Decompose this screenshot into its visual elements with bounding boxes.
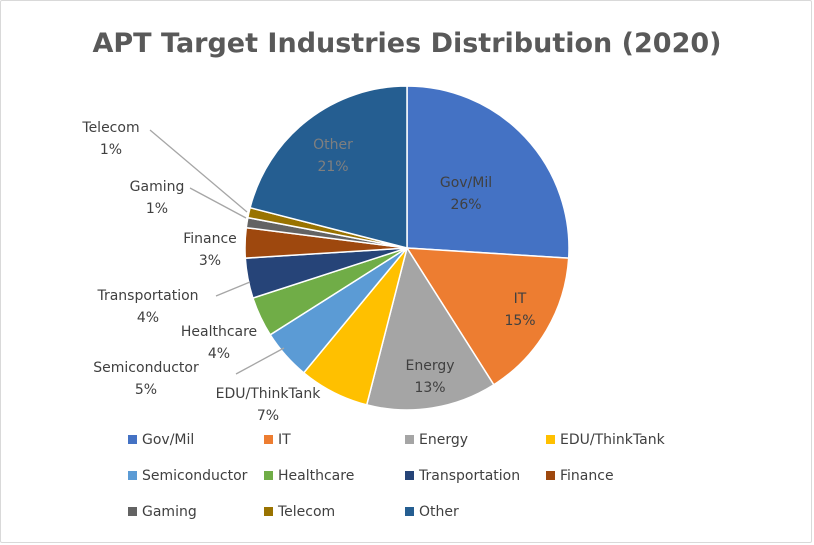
legend-swatch-transportation — [405, 471, 414, 480]
leader-line-gaming — [189, 187, 247, 219]
data-label-telecom: Telecom 1% — [81, 120, 139, 158]
legend-label-edu-thinktank: EDU/ThinkTank — [560, 432, 666, 448]
data-label-category: Healthcare — [181, 324, 257, 340]
legend-swatch-energy — [405, 435, 414, 444]
data-label-category: Finance — [183, 231, 237, 247]
data-label-category: Semiconductor — [93, 360, 199, 376]
data-label-value: 26% — [450, 197, 481, 213]
data-label-category: Energy — [405, 358, 454, 374]
slice-gov-mil — [406, 85, 570, 259]
legend-label-gov-mil: Gov/Mil — [142, 432, 194, 448]
data-label-gov-mil: Gov/Mil 26% — [440, 175, 492, 213]
data-label-category: Other — [313, 137, 353, 153]
legend-swatch-edu-thinktank — [546, 435, 555, 444]
data-label-value: 3% — [199, 253, 221, 269]
legend-label-gaming: Gaming — [142, 504, 197, 520]
legend-label-finance: Finance — [560, 468, 614, 484]
data-label-finance: Finance 3% — [183, 231, 237, 269]
slice-other — [249, 85, 408, 249]
data-label-value: 15% — [504, 313, 535, 329]
legend-swatch-healthcare — [264, 471, 273, 480]
slice-energy — [365, 246, 495, 411]
data-label-gaming: Gaming 1% — [130, 179, 185, 217]
data-label-category: Gaming — [130, 179, 185, 195]
data-label-transportation: Transportation 4% — [96, 288, 198, 326]
pie-slices — [244, 85, 570, 411]
legend-label-it: IT — [278, 432, 291, 448]
leader-line-transportation — [215, 281, 251, 297]
legend-label-other: Other — [419, 504, 459, 520]
slice-it — [405, 247, 570, 386]
legend-label-transportation: Transportation — [418, 468, 520, 484]
legend-swatch-gov-mil — [128, 435, 137, 444]
legend-label-healthcare: Healthcare — [278, 468, 354, 484]
data-label-value: 7% — [257, 408, 279, 424]
data-label-category: IT — [514, 291, 527, 307]
leader-line-semiconductor — [235, 347, 285, 375]
data-label-value: 13% — [414, 380, 445, 396]
data-label-value: 4% — [137, 310, 159, 326]
data-label-value: 5% — [135, 382, 157, 398]
data-label-value: 1% — [146, 201, 168, 217]
legend-swatch-telecom — [264, 507, 273, 516]
legend-swatch-gaming — [128, 507, 137, 516]
data-label-value: 21% — [317, 159, 348, 175]
legend-swatch-it — [264, 435, 273, 444]
legend: Gov/Mil IT Energy EDU/ThinkTank Semiconducto… — [128, 432, 666, 520]
data-label-healthcare: Healthcare 4% — [181, 324, 257, 362]
leader-lines — [149, 129, 285, 375]
legend-swatch-other — [405, 507, 414, 516]
data-label-value: 1% — [100, 142, 122, 158]
data-label-energy: Energy 13% — [405, 358, 454, 396]
legend-swatch-finance — [546, 471, 555, 480]
data-label-semiconductor: Semiconductor 5% — [93, 360, 199, 398]
legend-label-energy: Energy — [419, 432, 468, 448]
data-label-category: Transportation — [96, 288, 198, 304]
legend-label-telecom: Telecom — [277, 504, 335, 520]
leader-line-telecom — [149, 129, 248, 213]
legend-swatch-semiconductor — [128, 471, 137, 480]
data-label-it: IT 15% — [504, 291, 535, 329]
data-label-edu-thinktank: EDU/ThinkTank 7% — [216, 386, 322, 424]
data-label-other: Other 21% — [313, 137, 353, 175]
data-labels: Gov/Mil 26% IT 15% Energy 13% EDU/ThinkTank 7% S… — [81, 120, 535, 424]
data-label-category: EDU/ThinkTank — [216, 386, 322, 402]
chart-title: APT Target Industries Distribution (2020… — [93, 28, 722, 59]
legend-label-semiconductor: Semiconductor — [142, 468, 248, 484]
data-label-category: Gov/Mil — [440, 175, 492, 191]
data-label-category: Telecom — [81, 120, 139, 136]
data-label-value: 4% — [208, 346, 230, 362]
